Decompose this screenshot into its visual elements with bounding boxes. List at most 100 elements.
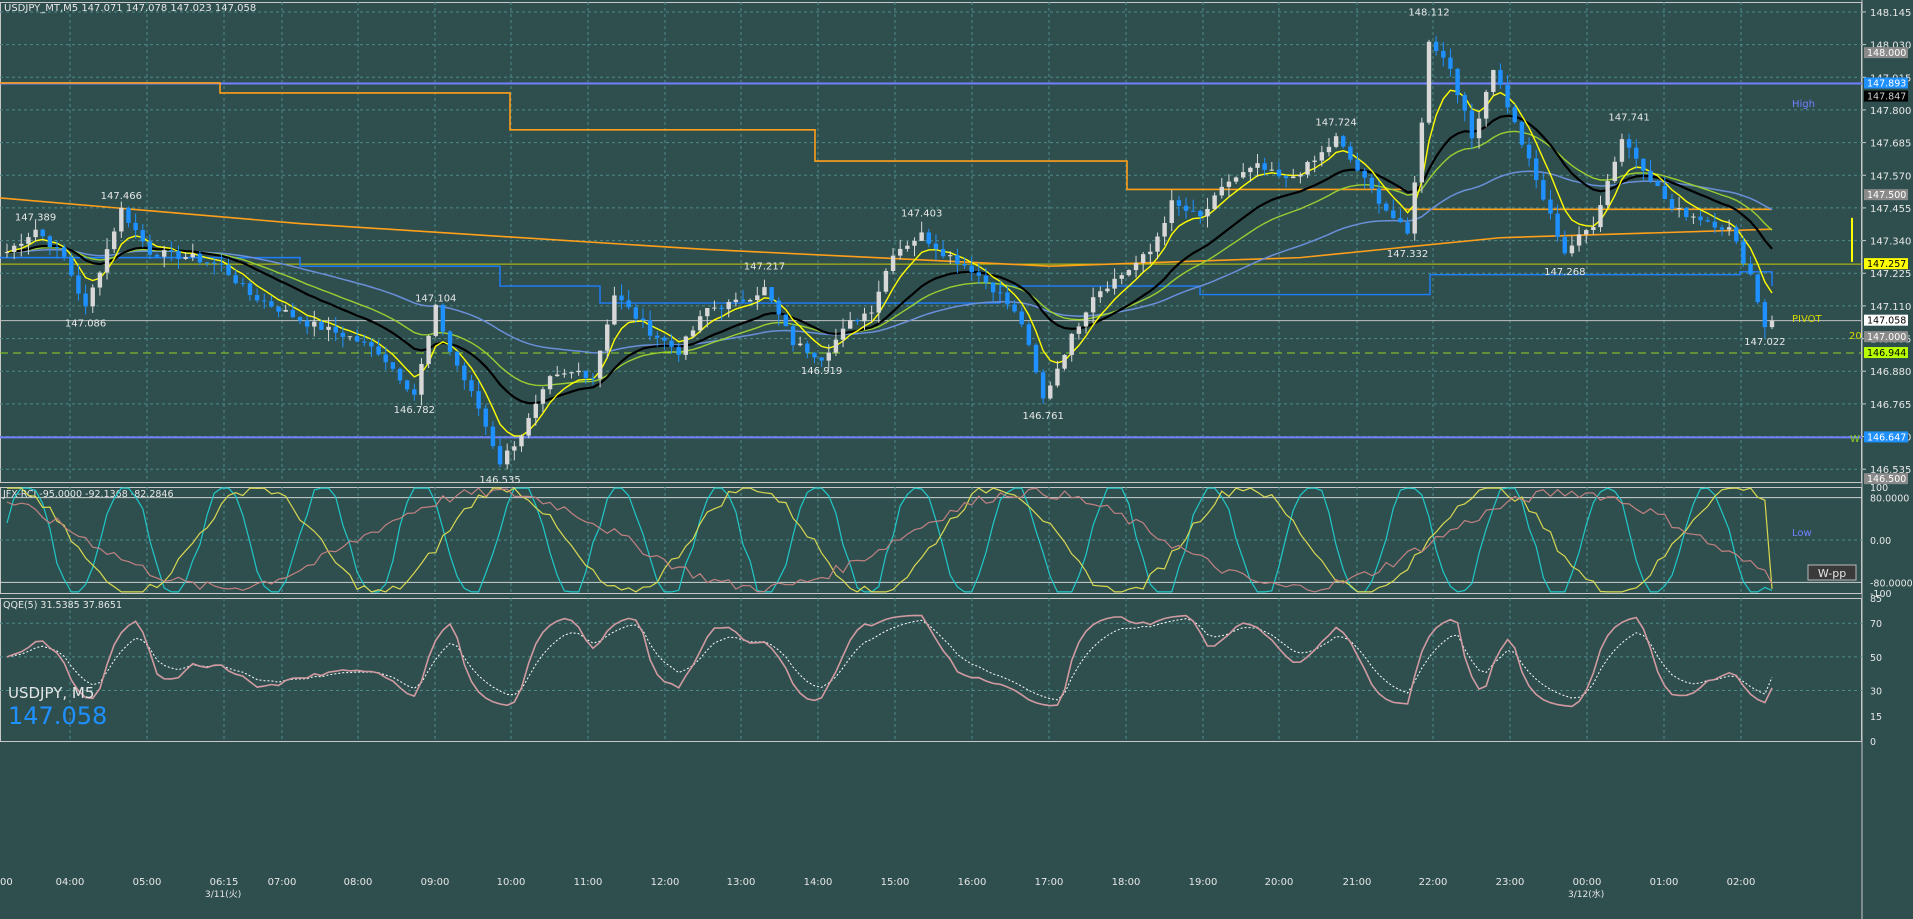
candle-body[interactable] [1183,205,1189,211]
candle-body[interactable] [1548,199,1553,214]
candle-body[interactable] [497,446,503,465]
candle-body[interactable] [933,243,939,250]
candle-body[interactable] [476,391,481,409]
candle-body[interactable] [690,330,696,337]
candle-body[interactable] [955,255,960,264]
candle-body[interactable] [1705,220,1710,222]
candle-body[interactable] [540,389,546,404]
candle-body[interactable] [505,450,510,465]
candle-body[interactable] [1555,213,1560,237]
candle-body[interactable] [926,232,932,244]
candle-body[interactable] [319,321,324,330]
candle-body[interactable] [812,352,817,358]
candle-body[interactable] [197,253,203,263]
candle-body[interactable] [376,346,381,355]
candle-body[interactable] [1641,158,1646,171]
candle-body[interactable] [1098,291,1103,298]
candle-body[interactable] [647,320,653,336]
candle-body[interactable] [362,341,367,343]
candle-body[interactable] [447,331,453,352]
candle-body[interactable] [190,253,195,258]
candle-body[interactable] [176,250,181,259]
candle-body[interactable] [233,275,238,284]
candle-body[interactable] [19,243,24,246]
candle-body[interactable] [1426,41,1432,123]
candle-body[interactable] [1126,270,1132,276]
candle-body[interactable] [640,318,646,321]
candle-body[interactable] [883,270,889,292]
candle-body[interactable] [1105,288,1110,292]
candle-body[interactable] [90,287,95,307]
candle-body[interactable] [669,340,674,347]
candle-body[interactable] [283,309,288,312]
candle-body[interactable] [833,339,839,353]
candle-body[interactable] [1762,302,1768,328]
candle-body[interactable] [11,245,17,253]
candle-body[interactable] [969,265,974,273]
candle-body[interactable] [33,229,38,238]
candle-body[interactable] [262,300,267,302]
candle-body[interactable] [1069,333,1074,355]
candle-body[interactable] [69,256,74,276]
candle-body[interactable] [1133,262,1139,271]
candle-body[interactable] [1033,344,1039,373]
candle-body[interactable] [61,247,67,257]
candle-body[interactable] [1262,163,1267,170]
candle-body[interactable] [1576,234,1582,246]
candle-body[interactable] [1040,372,1046,399]
candle-body[interactable] [426,335,431,365]
candle-body[interactable] [1090,297,1096,313]
candle-body[interactable] [1498,70,1503,85]
candle-body[interactable] [1319,152,1325,161]
main-price-panel[interactable]: 148.112 147.466 147.389 147.086 147.403 147.2… [0,7,1862,486]
candle-body[interactable] [1748,263,1753,275]
candle-body[interactable] [976,272,982,276]
candle-body[interactable] [1148,251,1153,255]
candle-body[interactable] [154,254,160,257]
candle-body[interactable] [219,263,224,265]
w-pp-button-label[interactable]: W-pp [1818,567,1846,580]
candle-body[interactable] [733,299,739,302]
candle-body[interactable] [719,307,724,310]
candle-body[interactable] [1376,188,1382,204]
candle-body[interactable] [1298,174,1303,177]
candle-body[interactable] [890,255,896,271]
candle-body[interactable] [1205,208,1210,217]
candle-body[interactable] [326,326,331,330]
candle-body[interactable] [226,264,231,276]
candle-body[interactable] [597,350,603,379]
candle-body[interactable] [119,207,124,232]
candle-body[interactable] [1283,176,1289,179]
candle-body[interactable] [1255,163,1260,168]
candle-body[interactable] [1448,57,1453,69]
candle-body[interactable] [747,300,753,302]
candle-body[interactable] [912,240,917,246]
candle-body[interactable] [297,317,303,321]
candle-body[interactable] [1655,181,1660,186]
candle-body[interactable] [333,326,338,333]
candle-body[interactable] [898,248,903,256]
candle-body[interactable] [269,301,274,307]
candle-body[interactable] [1019,311,1024,325]
candle-body[interactable] [97,272,103,288]
candle-body[interactable] [1734,227,1739,242]
candle-body[interactable] [526,417,531,436]
candle-body[interactable] [1005,292,1010,305]
candle-body[interactable] [1698,216,1703,221]
candles[interactable] [4,35,1775,470]
candle-body[interactable] [705,308,710,317]
candle-body[interactable] [54,247,60,249]
candle-body[interactable] [1276,169,1282,177]
candle-body[interactable] [712,307,717,309]
candle-body[interactable] [104,249,110,273]
candle-body[interactable] [633,307,639,319]
candle-body[interactable] [304,320,310,327]
candle-body[interactable] [1626,139,1632,148]
candle-body[interactable] [1619,139,1625,162]
candle-body[interactable] [840,328,846,340]
candle-body[interactable] [1441,50,1446,58]
candle-body[interactable] [147,241,153,255]
candle-body[interactable] [454,351,460,366]
candle-body[interactable] [1355,159,1360,171]
candle-body[interactable] [1026,324,1032,345]
